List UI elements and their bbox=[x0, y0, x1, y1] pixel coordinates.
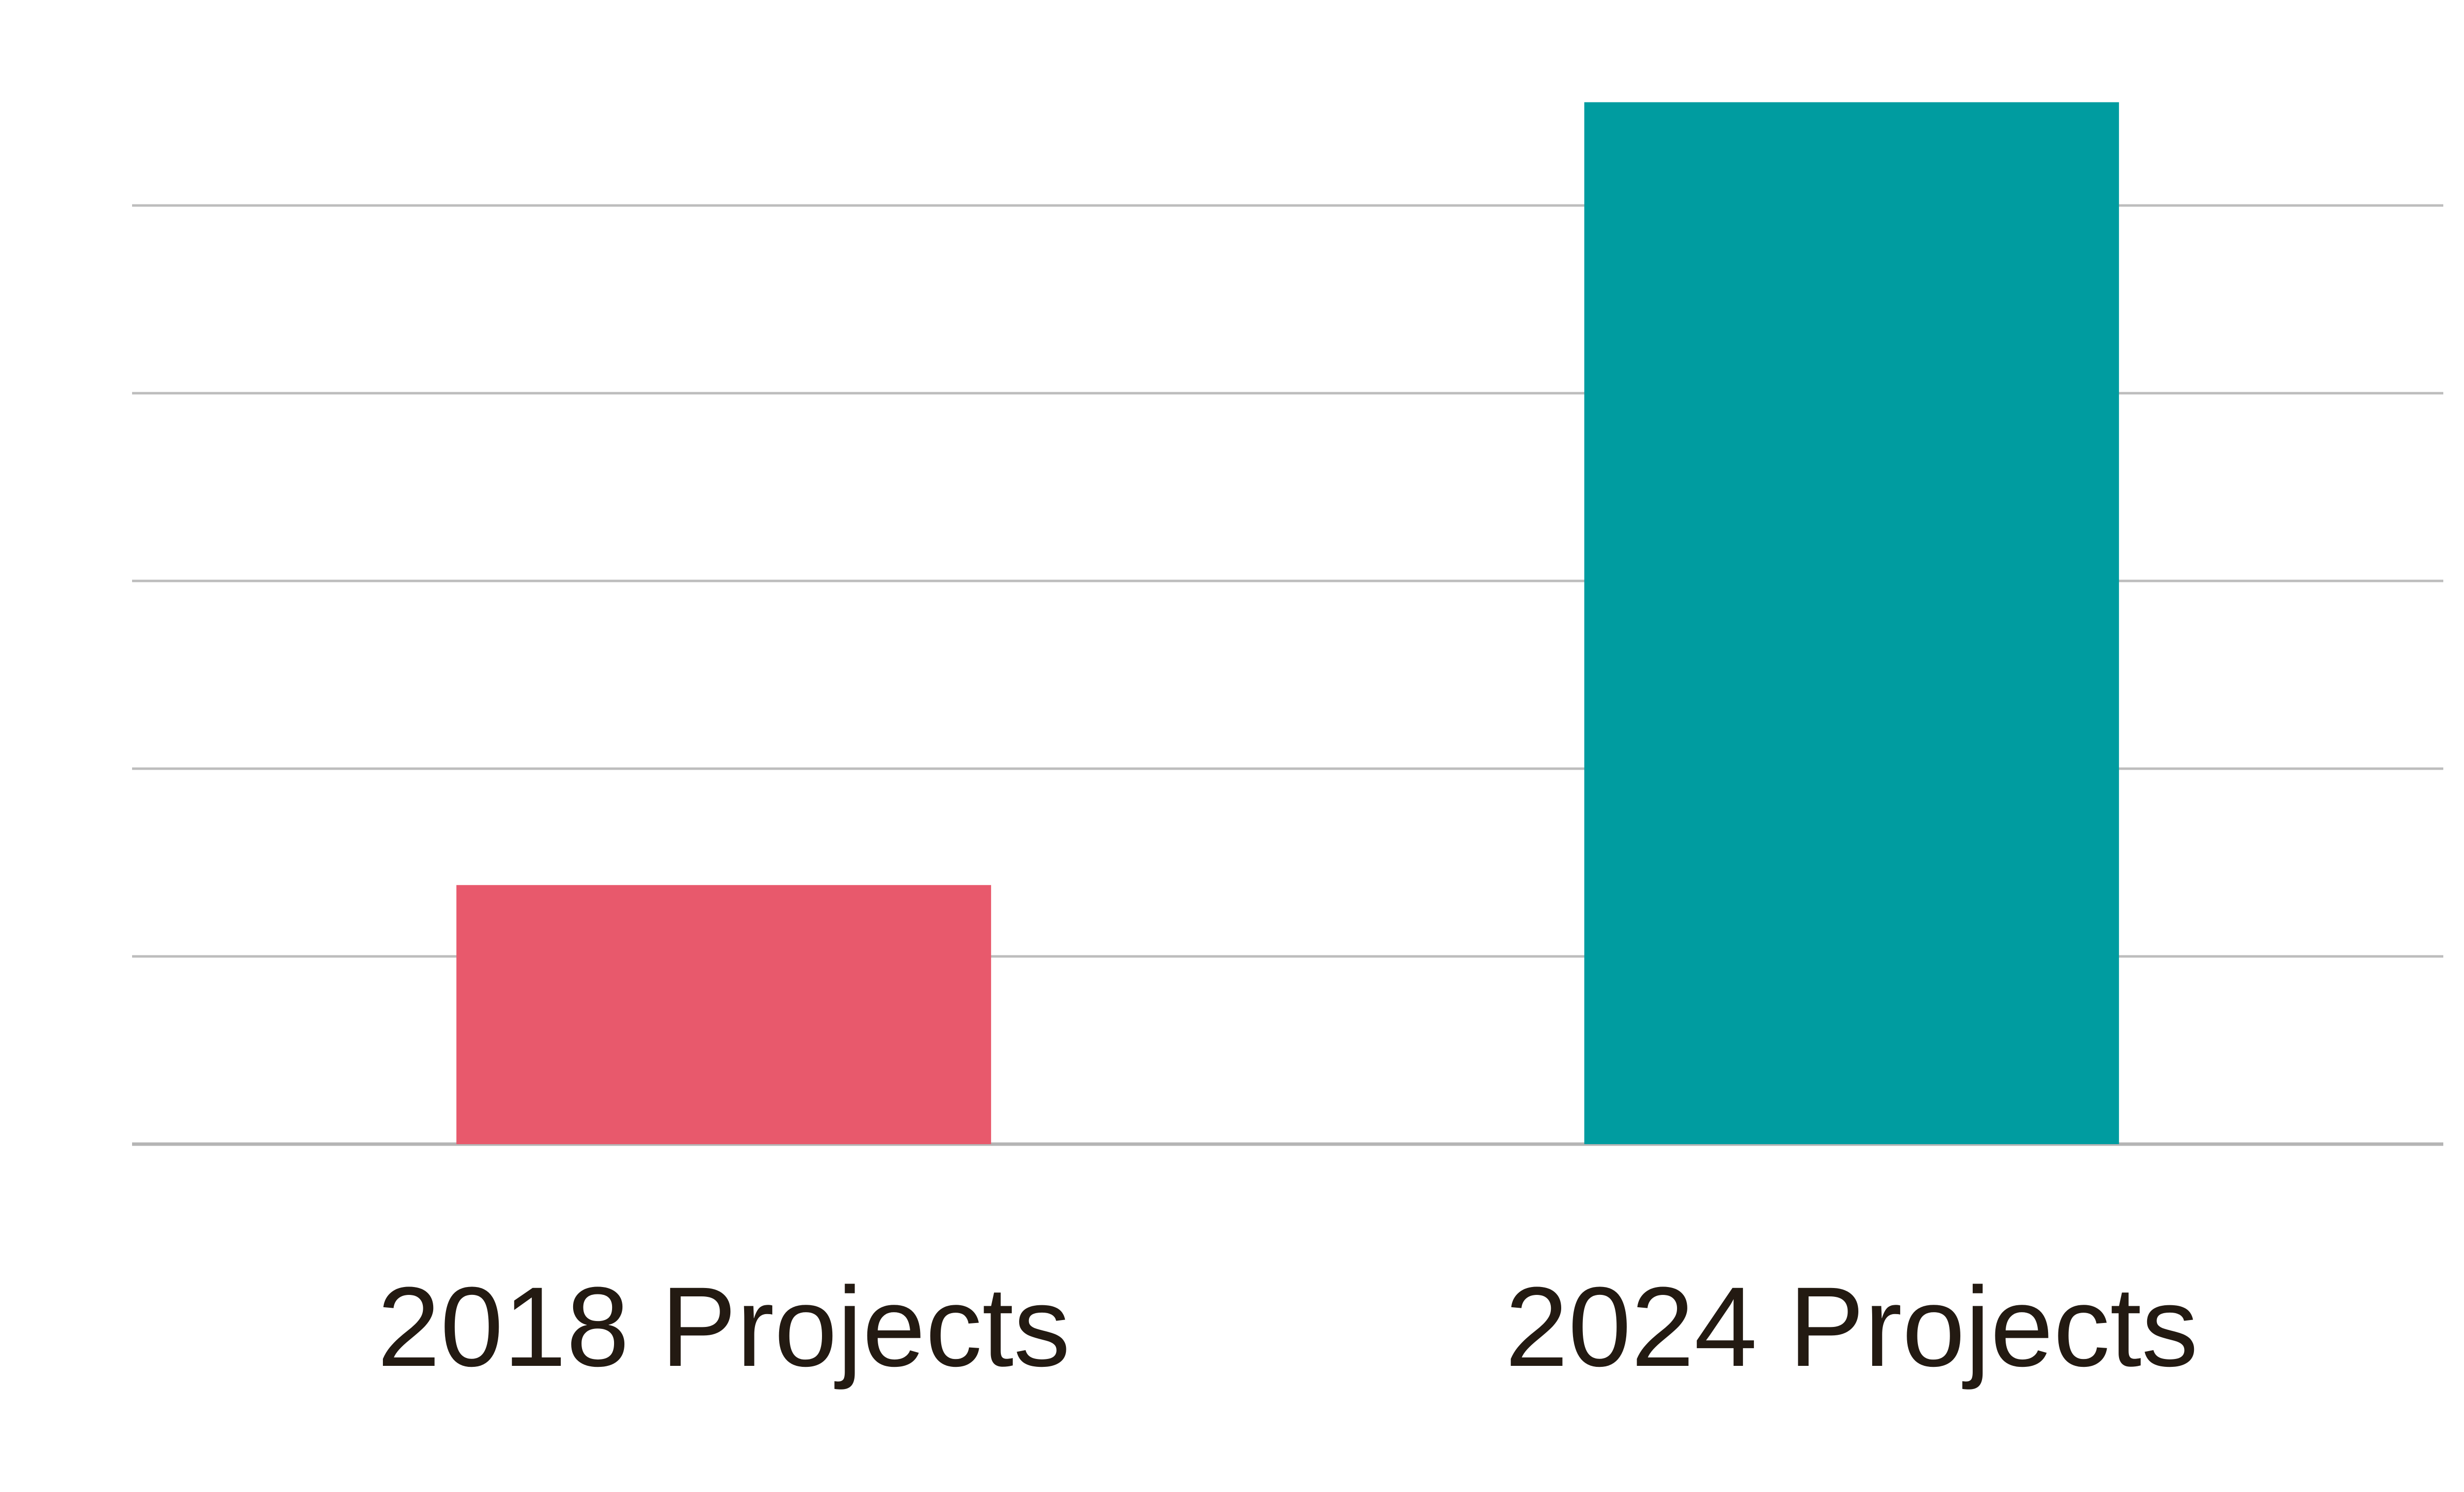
category-labels: 2018 Projects 2024 Projects bbox=[377, 1263, 2198, 1390]
bars bbox=[456, 102, 2119, 1145]
bar-2 bbox=[1584, 102, 2119, 1145]
category-label-1: 2018 Projects bbox=[377, 1263, 1070, 1390]
bar-1 bbox=[456, 885, 992, 1144]
category-label-2: 2024 Projects bbox=[1505, 1263, 2198, 1390]
